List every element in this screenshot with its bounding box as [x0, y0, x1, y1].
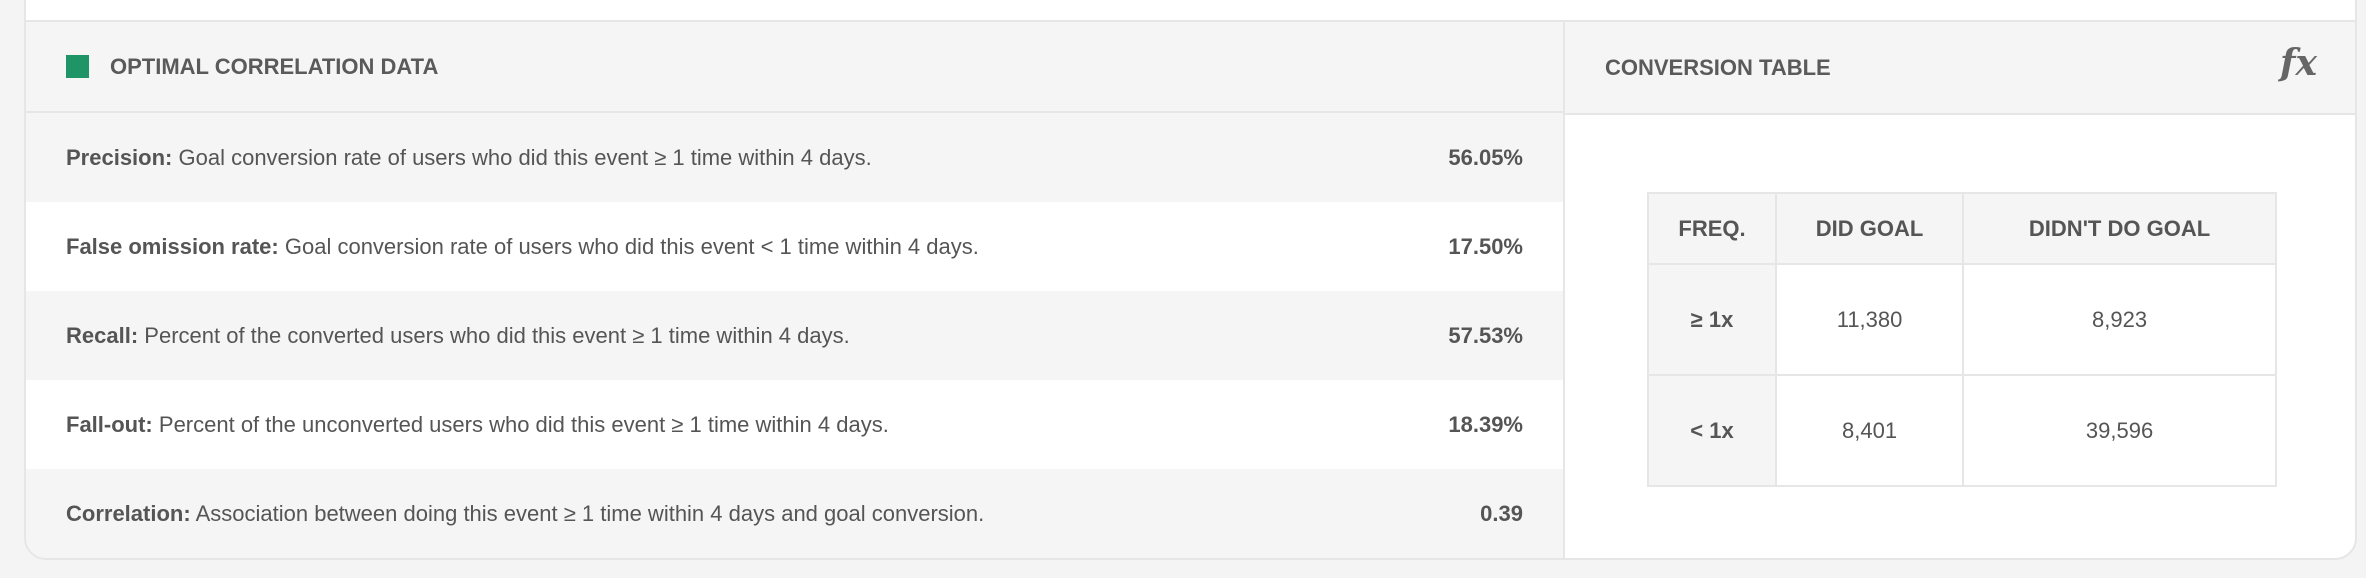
- metric-label: Fall-out:: [66, 411, 153, 437]
- correlation-card: OPTIMAL CORRELATION DATA Precision: Goal…: [24, 20, 2357, 560]
- metric-value: 18.39%: [1448, 411, 1523, 437]
- did-goal-cell: 11,380: [1774, 263, 1965, 376]
- conversion-body: FREQ. DID GOAL DIDN'T DO GOAL ≥ 1x 11,38…: [1565, 115, 2355, 558]
- top-strip: [24, 0, 2357, 21]
- did-goal-cell: 8,401: [1774, 374, 1965, 487]
- table-row: ≥ 1x 11,380 8,923: [1647, 263, 2277, 376]
- metric-desc: Percent of the converted users who did t…: [144, 322, 850, 348]
- metric-value: 57.53%: [1448, 322, 1523, 348]
- freq-cell: < 1x: [1647, 374, 1777, 487]
- metric-label: False omission rate:: [66, 233, 279, 259]
- conversion-header: CONVERSION TABLE fx: [1565, 22, 2355, 115]
- metric-label: Precision:: [66, 144, 173, 170]
- correlation-panel: OPTIMAL CORRELATION DATA Precision: Goal…: [26, 22, 1565, 558]
- table-header-row: FREQ. DID GOAL DIDN'T DO GOAL: [1647, 192, 2277, 265]
- conversion-table: FREQ. DID GOAL DIDN'T DO GOAL ≥ 1x 11,38…: [1647, 192, 2277, 487]
- freq-cell: ≥ 1x: [1647, 263, 1777, 376]
- green-square-icon: [66, 55, 89, 78]
- header-freq: FREQ.: [1647, 192, 1777, 265]
- metric-label: Correlation:: [66, 500, 191, 526]
- metric-row-fall-out: Fall-out: Percent of the unconverted use…: [26, 380, 1563, 469]
- fx-icon[interactable]: fx: [2280, 42, 2317, 84]
- conversion-panel: CONVERSION TABLE fx FREQ. DID GOAL DIDN'…: [1565, 22, 2355, 558]
- metric-row-recall: Recall: Percent of the converted users w…: [26, 291, 1563, 380]
- metric-value: 56.05%: [1448, 144, 1523, 170]
- metric-desc: Goal conversion rate of users who did th…: [178, 144, 872, 170]
- didnt-goal-cell: 39,596: [1962, 374, 2277, 487]
- header-did-goal: DID GOAL: [1774, 192, 1965, 265]
- header-didnt-goal: DIDN'T DO GOAL: [1962, 192, 2277, 265]
- metrics-list: Precision: Goal conversion rate of users…: [26, 113, 1563, 558]
- correlation-title: OPTIMAL CORRELATION DATA: [110, 53, 439, 79]
- metric-desc: Goal conversion rate of users who did th…: [284, 233, 979, 259]
- metric-value: 17.50%: [1448, 233, 1523, 259]
- metric-row-false-omission: False omission rate: Goal conversion rat…: [26, 202, 1563, 291]
- metric-label: Recall:: [66, 322, 139, 348]
- metric-desc: Percent of the unconverted users who did…: [158, 411, 889, 437]
- didnt-goal-cell: 8,923: [1962, 263, 2277, 376]
- conversion-title: CONVERSION TABLE: [1605, 54, 1831, 80]
- table-row: < 1x 8,401 39,596: [1647, 374, 2277, 487]
- metric-row-correlation: Correlation: Association between doing t…: [26, 469, 1563, 558]
- metric-desc: Association between doing this event ≥ 1…: [195, 500, 985, 526]
- correlation-header: OPTIMAL CORRELATION DATA: [26, 22, 1563, 113]
- metric-value: 0.39: [1480, 500, 1523, 526]
- metric-row-precision: Precision: Goal conversion rate of users…: [26, 113, 1563, 202]
